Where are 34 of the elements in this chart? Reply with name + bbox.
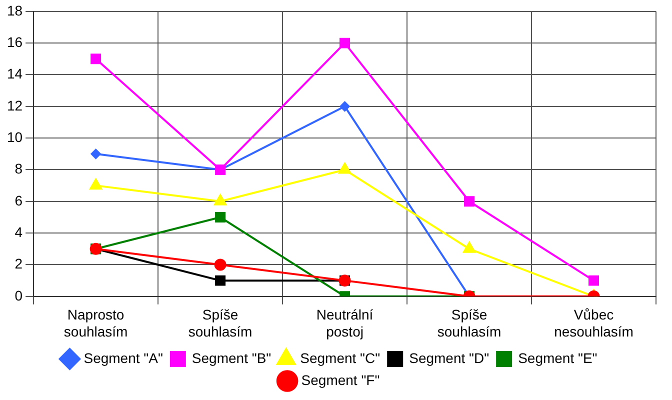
y-tick-label: 10: [6, 128, 23, 145]
legend-label: Segment "B": [192, 350, 272, 366]
legend-label: Segment "E": [518, 350, 598, 366]
x-tick-label: Neutrální postoj: [316, 306, 374, 340]
y-tick-label: 0: [14, 287, 23, 304]
y-tick-label: 8: [14, 160, 23, 177]
x-tick-label: Vůbec nesouhlasím: [554, 306, 634, 340]
point: [90, 178, 102, 190]
y-tick-label: 18: [6, 2, 23, 18]
point: [214, 258, 226, 271]
y-tick-label: 14: [6, 66, 23, 82]
y-tick-label: 6: [14, 192, 23, 208]
point: [215, 275, 226, 286]
point: [214, 194, 226, 206]
point: [338, 162, 351, 174]
x-tick-label: Spíše souhlasím: [437, 306, 502, 340]
legend-label: Segment "A": [84, 350, 163, 366]
point: [463, 242, 476, 253]
legend-label: Segment "D": [409, 350, 490, 366]
y-tick-label: 12: [6, 97, 23, 114]
point: [215, 212, 226, 222]
y-tick-label: 16: [6, 34, 23, 50]
y-tick-label: 4: [14, 224, 23, 240]
legend-label: Segment "C": [300, 350, 380, 366]
x-tick-label: Naprosto souhlasím: [64, 306, 128, 340]
point: [90, 148, 101, 159]
legend-label: Segment "F": [301, 372, 380, 388]
point: [464, 196, 475, 207]
x-tick-label: Spíše souhlasím: [188, 306, 252, 340]
y-tick-label: 2: [14, 256, 23, 272]
point: [340, 38, 350, 48]
point: [90, 54, 102, 64]
point: [340, 101, 350, 112]
point: [588, 275, 599, 286]
